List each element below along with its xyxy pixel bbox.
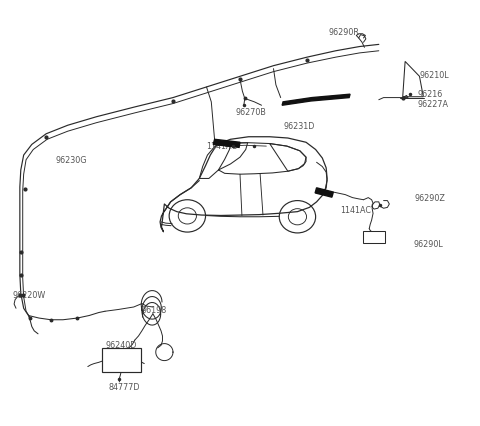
FancyBboxPatch shape bbox=[102, 348, 141, 372]
Text: 96240D: 96240D bbox=[105, 340, 136, 349]
FancyBboxPatch shape bbox=[363, 231, 385, 244]
Text: 84777D: 84777D bbox=[108, 382, 140, 391]
Text: 96216: 96216 bbox=[417, 89, 443, 98]
Text: 96210L: 96210L bbox=[420, 71, 449, 80]
Polygon shape bbox=[315, 188, 333, 198]
Text: 96231D: 96231D bbox=[283, 121, 314, 130]
Polygon shape bbox=[282, 95, 350, 106]
Text: 1141AC: 1141AC bbox=[340, 205, 372, 214]
Text: 96270B: 96270B bbox=[235, 107, 266, 116]
Text: 96290L: 96290L bbox=[413, 239, 443, 248]
Text: 96290R: 96290R bbox=[328, 28, 360, 37]
Text: 96220W: 96220W bbox=[12, 290, 46, 299]
Text: 96290Z: 96290Z bbox=[415, 194, 445, 203]
Text: 96230G: 96230G bbox=[56, 155, 87, 164]
Text: 96227A: 96227A bbox=[417, 100, 448, 109]
Polygon shape bbox=[213, 140, 240, 148]
Text: 1141AC: 1141AC bbox=[206, 141, 238, 150]
Text: 96198: 96198 bbox=[142, 305, 167, 314]
